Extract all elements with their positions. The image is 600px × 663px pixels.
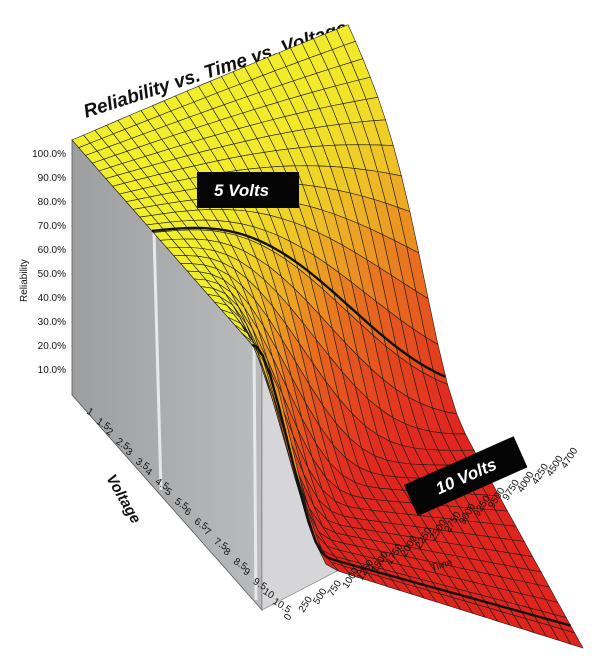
reliability-tick-label: 90.0% (38, 173, 66, 184)
reliability-tick-label: 30.0% (38, 317, 66, 328)
reliability-axis-title: Reliability (19, 259, 30, 302)
time-tick-label: 4700 (559, 446, 580, 471)
voltage-tick-label: 6 (182, 506, 193, 519)
voltage-tick-label: 7 (202, 526, 213, 539)
reliability-tick-label: 60.0% (38, 245, 66, 256)
voltage-axis-title: Voltage (103, 472, 145, 527)
voltage-contours (151, 226, 571, 627)
surface-cell (561, 628, 584, 649)
reliability-tick-label: 100.0% (32, 149, 66, 160)
wall-highlight-line (252, 345, 258, 601)
voltage-tick-label: 9 (241, 566, 252, 579)
wall-highlight-line (152, 231, 163, 491)
callout-5-volts: 5 Volts (197, 172, 299, 208)
callout-box (404, 436, 528, 517)
voltage-tick-label: 10.5 (270, 596, 293, 616)
voltage-tick-label: 1 (84, 406, 95, 419)
voltage-contour-line (251, 343, 571, 627)
voltage-tick-label: 3 (124, 446, 135, 459)
voltage-tick-label: 4 (143, 466, 154, 479)
voltage-tick-label: 2 (104, 426, 115, 439)
voltage-axis: 11.522.533.544.555.566.577.588.599.51010… (84, 406, 293, 616)
reliability-tick-label: 10.0% (38, 365, 66, 376)
voltage-contour-line (151, 226, 446, 378)
reliability-tick-label: 40.0% (38, 293, 66, 304)
callout-box (197, 172, 299, 208)
reliability-axis: 10.0% 20.0% 30.0% 40.0% 50.0% 60.0% 70.0% 80.0%… (32, 149, 66, 376)
reliability-tick-label: 80.0% (38, 197, 66, 208)
time-tick-label: 0 (282, 612, 295, 623)
voltage-tick-label: 8 (221, 546, 232, 559)
reliability-tick-label: 20.0% (38, 341, 66, 352)
callout-label: 5 Volts (214, 181, 269, 200)
reliability-tick-label: 50.0% (38, 269, 66, 280)
voltage-tick-label: 5 (163, 486, 174, 499)
reliability-tick-label: 70.0% (38, 221, 66, 232)
